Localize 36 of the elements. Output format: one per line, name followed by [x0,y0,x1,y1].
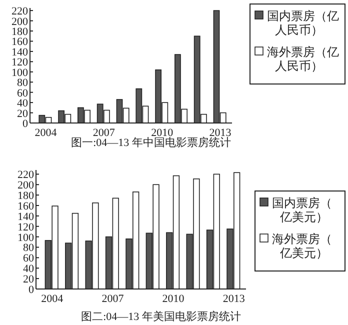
y-tick-label: 100 [18,232,34,244]
legend-label: 国内票房（亿人民币） [267,9,339,37]
y-tick-label: 0 [22,118,28,130]
y-tick-label: 0 [28,284,34,296]
y-tick-label: 60 [23,252,34,265]
y-tick-label: 60 [17,87,28,100]
x-tick-label: 2007 [102,293,124,305]
y-tick-label: 100 [12,66,28,79]
x-tick-label: 2013 [222,293,246,305]
y-tick-label: 120 [12,56,28,69]
y-tick-label: 200 [18,180,34,192]
legend-label: 国内票房（亿美元） [272,196,332,224]
y-tick-label: 20 [17,108,28,120]
y-tick-label: 20 [23,274,34,286]
x-tick-label: 2004 [34,127,58,139]
y-tick-label: 40 [23,263,34,276]
y-tick-label: 160 [12,36,28,48]
x-tick-label: 2007 [92,127,116,139]
y-tick-label: 220 [12,6,28,18]
y-tick-label: 200 [12,16,28,28]
text: 图一:04—13 年中国电影票房统计 [71,136,231,149]
y-tick-label: 140 [12,46,28,58]
x-tick-label: 2004 [41,293,64,305]
y-tick-label: 180 [18,190,34,202]
x-tick-label: 2010 [162,293,185,305]
y-tick-label: 80 [17,77,28,90]
legend-label: 海外票房（亿美元） [272,232,332,260]
y-tick-label: 120 [18,221,34,234]
y-tick-label: 40 [17,98,28,110]
y-tick-label: 180 [12,26,28,38]
legend-label: 海外票房（亿人民币） [267,45,339,73]
y-tick-label: 140 [18,210,34,223]
y-tick-label: 160 [18,200,34,212]
y-tick-label: 220 [18,169,34,182]
y-tick-label: 80 [23,242,34,254]
text: 图二:04—13 年美国电影票房统计 [81,310,241,323]
